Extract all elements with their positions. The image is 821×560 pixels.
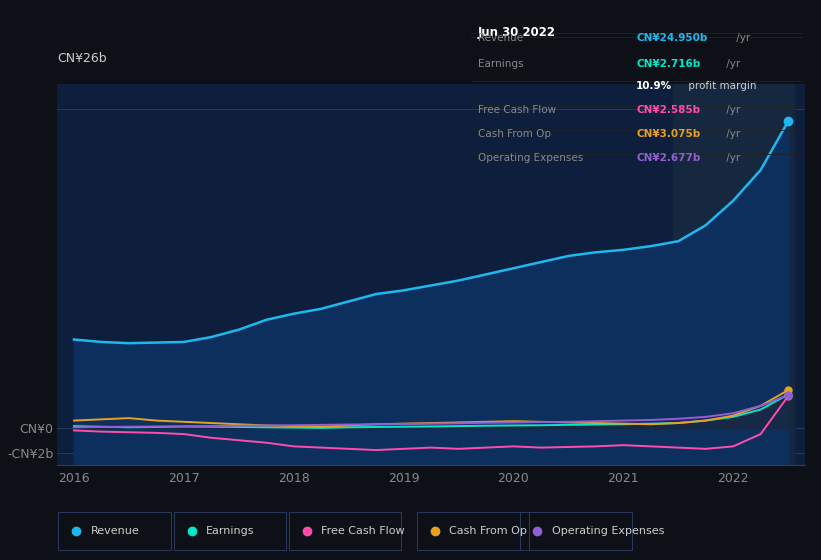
Text: CN¥2.585b: CN¥2.585b (636, 105, 700, 115)
Text: /yr: /yr (733, 32, 750, 43)
Text: Jun 30 2022: Jun 30 2022 (478, 26, 556, 39)
Text: Free Cash Flow: Free Cash Flow (478, 105, 556, 115)
Text: /yr: /yr (723, 129, 741, 139)
Text: 10.9%: 10.9% (636, 81, 672, 91)
Text: profit margin: profit margin (685, 81, 756, 91)
Text: Cash From Op: Cash From Op (478, 129, 551, 139)
Text: Revenue: Revenue (478, 32, 523, 43)
Text: Earnings: Earnings (478, 59, 523, 68)
Bar (672, 84, 794, 465)
Text: CN¥2.677b: CN¥2.677b (636, 153, 700, 163)
Text: Cash From Op: Cash From Op (449, 526, 527, 535)
Text: CN¥26b: CN¥26b (57, 52, 107, 65)
Text: Operating Expenses: Operating Expenses (552, 526, 664, 535)
Text: Earnings: Earnings (206, 526, 255, 535)
Text: CN¥3.075b: CN¥3.075b (636, 129, 700, 139)
Text: CN¥2.716b: CN¥2.716b (636, 59, 700, 68)
Text: /yr: /yr (723, 105, 741, 115)
Text: Operating Expenses: Operating Expenses (478, 153, 583, 163)
Text: Free Cash Flow: Free Cash Flow (321, 526, 405, 535)
Text: CN¥24.950b: CN¥24.950b (636, 32, 708, 43)
Text: Revenue: Revenue (90, 526, 140, 535)
Text: /yr: /yr (723, 59, 741, 68)
Text: /yr: /yr (723, 153, 741, 163)
